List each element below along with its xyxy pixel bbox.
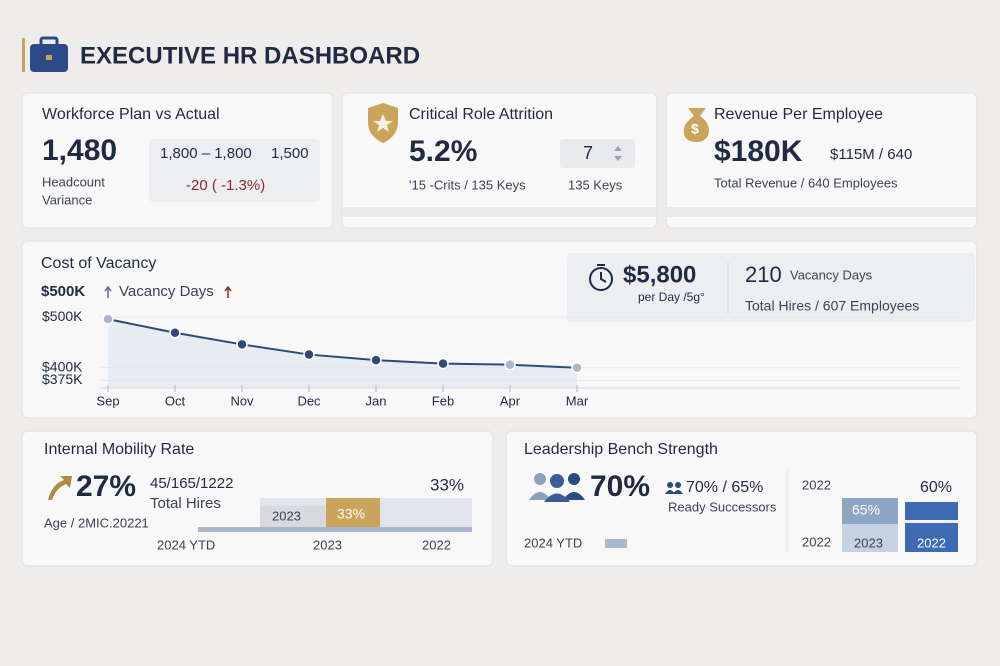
compare-label: Ready Successors — [668, 499, 777, 514]
age: Age / 2MIC.20221 — [44, 515, 149, 530]
legend: Vacancy Days — [119, 283, 214, 300]
summary-box — [567, 253, 975, 322]
bar — [326, 498, 380, 530]
bar — [905, 502, 958, 552]
detail-box — [149, 139, 320, 202]
headline: $500K — [41, 283, 85, 300]
bar-year: 2022 — [917, 535, 946, 550]
kpi-label: Total Revenue / 640 Employees — [714, 175, 898, 190]
year: 2022 — [802, 477, 831, 492]
bar — [842, 498, 898, 524]
y-tick-label: $500K — [42, 308, 83, 324]
x-tick-label: Dec — [297, 393, 321, 408]
svg-text:$: $ — [691, 121, 699, 137]
arrow-icon — [104, 285, 112, 298]
target: 33% — [430, 475, 464, 494]
card-band — [342, 207, 657, 217]
card-title: Workforce Plan vs Actual — [42, 106, 220, 123]
card-title: Cost of Vacancy — [41, 255, 156, 272]
cost: $5,800 — [623, 261, 696, 288]
bar-gap — [905, 520, 958, 523]
point — [504, 358, 516, 371]
number-input[interactable] — [560, 139, 635, 168]
hires: Total Hires / 607 Employees — [745, 298, 919, 314]
x-tick-label: Sep — [96, 393, 119, 408]
spinner[interactable] — [614, 146, 622, 161]
x-tick-label: Mar — [566, 393, 589, 408]
people-icon — [529, 473, 585, 502]
keys: 135 Keys — [568, 177, 623, 192]
kpi-value: 5.2% — [409, 135, 477, 168]
bar — [260, 506, 326, 530]
ratio: $115M / 640 — [830, 146, 912, 163]
point — [571, 361, 583, 374]
bar-year: 2023 — [854, 535, 883, 550]
x-tick-label: Apr — [500, 393, 521, 408]
kpi-label: Variance — [42, 192, 92, 207]
people-small-icon — [665, 482, 683, 494]
point — [370, 354, 382, 366]
clock-icon — [589, 267, 613, 291]
arrow-icon — [48, 476, 72, 500]
card-title: Leadership Bench Strength — [524, 441, 718, 458]
point — [236, 338, 248, 351]
x-tick-label: Oct — [165, 393, 186, 408]
axis-label: 2022 — [422, 537, 451, 552]
year: 2022 — [802, 534, 831, 549]
point — [169, 327, 181, 339]
star-icon — [373, 114, 393, 132]
card-title: Revenue Per Employee — [714, 106, 883, 123]
bar — [842, 524, 898, 552]
money-bag-icon: $ — [683, 108, 709, 142]
card — [21, 430, 494, 567]
card-band — [666, 207, 977, 217]
axis-label: 2024 YTD — [157, 537, 215, 552]
x-tick-label: Jan — [366, 393, 387, 408]
briefcase-icon — [22, 36, 68, 72]
line — [107, 318, 578, 369]
arrow-icon — [224, 285, 232, 298]
kpi-value: 27% — [76, 470, 136, 503]
kpi-value: 1,480 — [42, 134, 117, 167]
ytd-bar — [605, 539, 627, 548]
card — [341, 92, 658, 229]
input-value: 7 — [583, 143, 593, 163]
page-title: EXECUTIVE HR DASHBOARD — [80, 42, 420, 69]
plan: 1,800 – 1,800 — [160, 145, 252, 162]
days: 210 — [745, 262, 782, 287]
point — [437, 357, 449, 370]
bar-year: 2023 — [272, 508, 301, 523]
value-2022: 60% — [920, 479, 952, 496]
area — [108, 319, 577, 388]
counts: 45/165/1222 — [150, 475, 233, 492]
point — [102, 313, 114, 325]
clock-hands — [597, 264, 607, 283]
counts-label: Total Hires — [150, 495, 221, 512]
cost-unit: per Day /5g° — [638, 290, 705, 304]
card — [665, 92, 978, 229]
compare: 70% / 65% — [686, 479, 763, 496]
kpi-value: $180K — [714, 135, 803, 168]
y-tick-label: $400K — [42, 358, 83, 374]
line-chart: $375K$400K $500K Sep Oct Nov Dec Jan Feb Apr Mar — [42, 308, 960, 408]
days-label: Vacancy Days — [790, 267, 873, 282]
point — [303, 348, 315, 361]
kpi-value: 70% — [590, 470, 650, 503]
ytd: 2024 YTD — [524, 535, 582, 550]
bar-value: 33% — [337, 506, 365, 522]
y-tick-label: $375K — [42, 371, 83, 387]
card-title: Critical Role Attrition — [409, 106, 553, 123]
variance: -20 ( -1.3%) — [186, 177, 265, 194]
axis-label: 2023 — [313, 537, 342, 552]
actual: 1,500 — [271, 145, 309, 162]
kpi-label: Headcount — [42, 174, 105, 189]
x-tick-label: Feb — [432, 393, 454, 408]
axis-bar — [198, 527, 472, 532]
kpi-label: '15 -Crits / 135 Keys — [409, 177, 526, 192]
bar-value: 65% — [852, 502, 880, 518]
x-tick-label: Nov — [230, 393, 254, 408]
card-title: Internal Mobility Rate — [44, 441, 194, 458]
